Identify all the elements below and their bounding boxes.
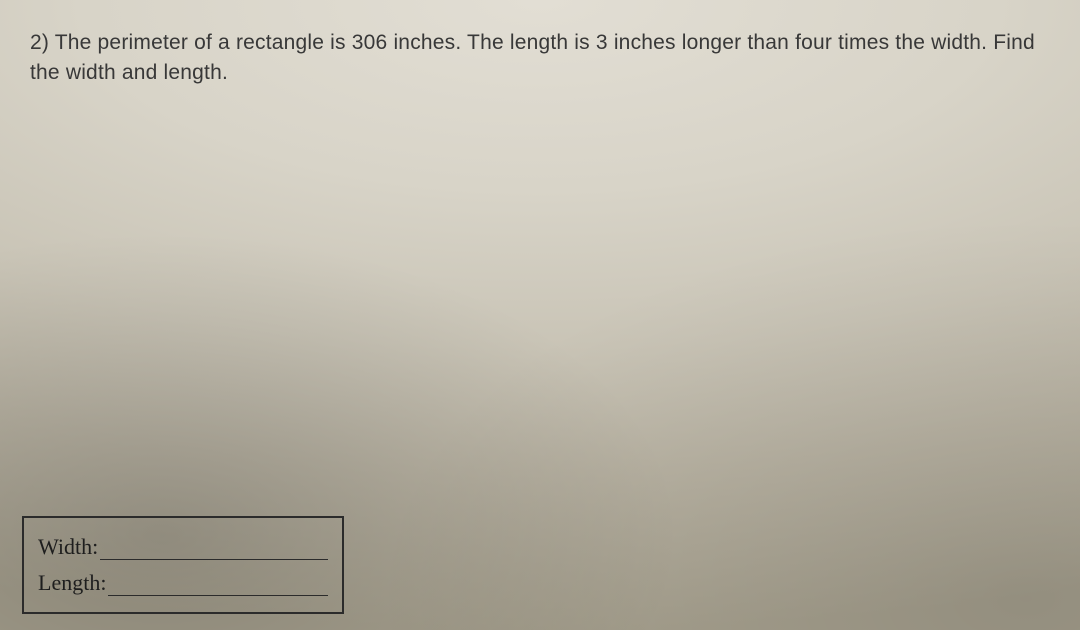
question-text: 2) The perimeter of a rectangle is 306 i… <box>30 28 1060 89</box>
width-label: Width: <box>38 534 98 560</box>
answer-row-width: Width: <box>38 534 328 560</box>
answer-row-length: Length: <box>38 570 328 596</box>
length-blank-line[interactable] <box>108 572 328 596</box>
answer-box: Width: Length: <box>22 516 344 614</box>
width-blank-line[interactable] <box>100 536 328 560</box>
question-number: 2) <box>30 31 49 54</box>
question-body: The perimeter of a rectangle is 306 inch… <box>30 31 1035 84</box>
length-label: Length: <box>38 570 106 596</box>
